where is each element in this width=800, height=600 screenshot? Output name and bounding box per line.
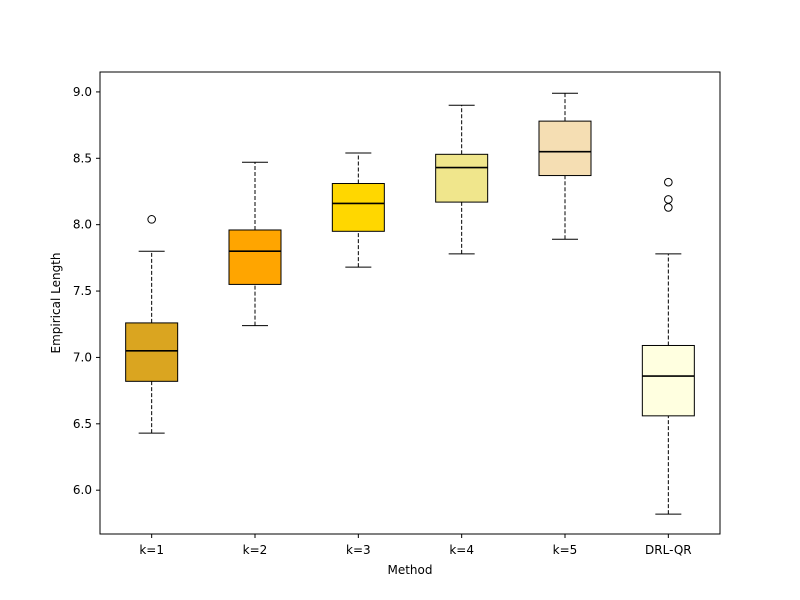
- outlier-point: [664, 195, 673, 204]
- x-tick-label: k=5: [553, 543, 578, 557]
- iqr-box: [641, 344, 695, 417]
- y-tick-label: 6.0: [73, 483, 92, 497]
- box-group: [538, 92, 592, 240]
- y-tick-label: 9.0: [73, 85, 92, 99]
- y-tick-label: 7.5: [73, 284, 92, 298]
- x-tick-label: DRL-QR: [645, 543, 692, 557]
- x-axis-label: Method: [387, 563, 432, 577]
- iqr-box: [331, 183, 385, 232]
- plot-frame: [99, 71, 721, 535]
- x-tick-label: k=4: [449, 543, 474, 557]
- outlier-point: [664, 177, 673, 187]
- box-group: [331, 152, 385, 268]
- iqr-box: [435, 153, 489, 203]
- box-group: [435, 104, 489, 255]
- iqr-box: [125, 322, 179, 382]
- x-axis: k=1 k=2 k=3 k=4 k=5 DRL-QR: [139, 534, 692, 557]
- iqr-box: [228, 229, 282, 285]
- y-tick-label: 8.0: [73, 218, 92, 232]
- box-group: [125, 215, 179, 434]
- boxes-layer: [125, 92, 695, 515]
- box-group: [641, 177, 695, 515]
- x-tick-label: k=3: [346, 543, 371, 557]
- y-axis: 6.0 6.5 7.0 7.5 8.0 8.5 9.0: [73, 85, 100, 497]
- y-axis-label: Empirical Length: [49, 253, 63, 354]
- y-tick-label: 8.5: [73, 151, 92, 165]
- x-tick-label: k=1: [139, 543, 164, 557]
- x-tick-label: k=2: [243, 543, 268, 557]
- outlier-point: [147, 215, 156, 224]
- iqr-box: [538, 120, 592, 177]
- y-tick-label: 6.5: [73, 417, 92, 431]
- y-tick-label: 7.0: [73, 350, 92, 364]
- box-group: [228, 161, 282, 327]
